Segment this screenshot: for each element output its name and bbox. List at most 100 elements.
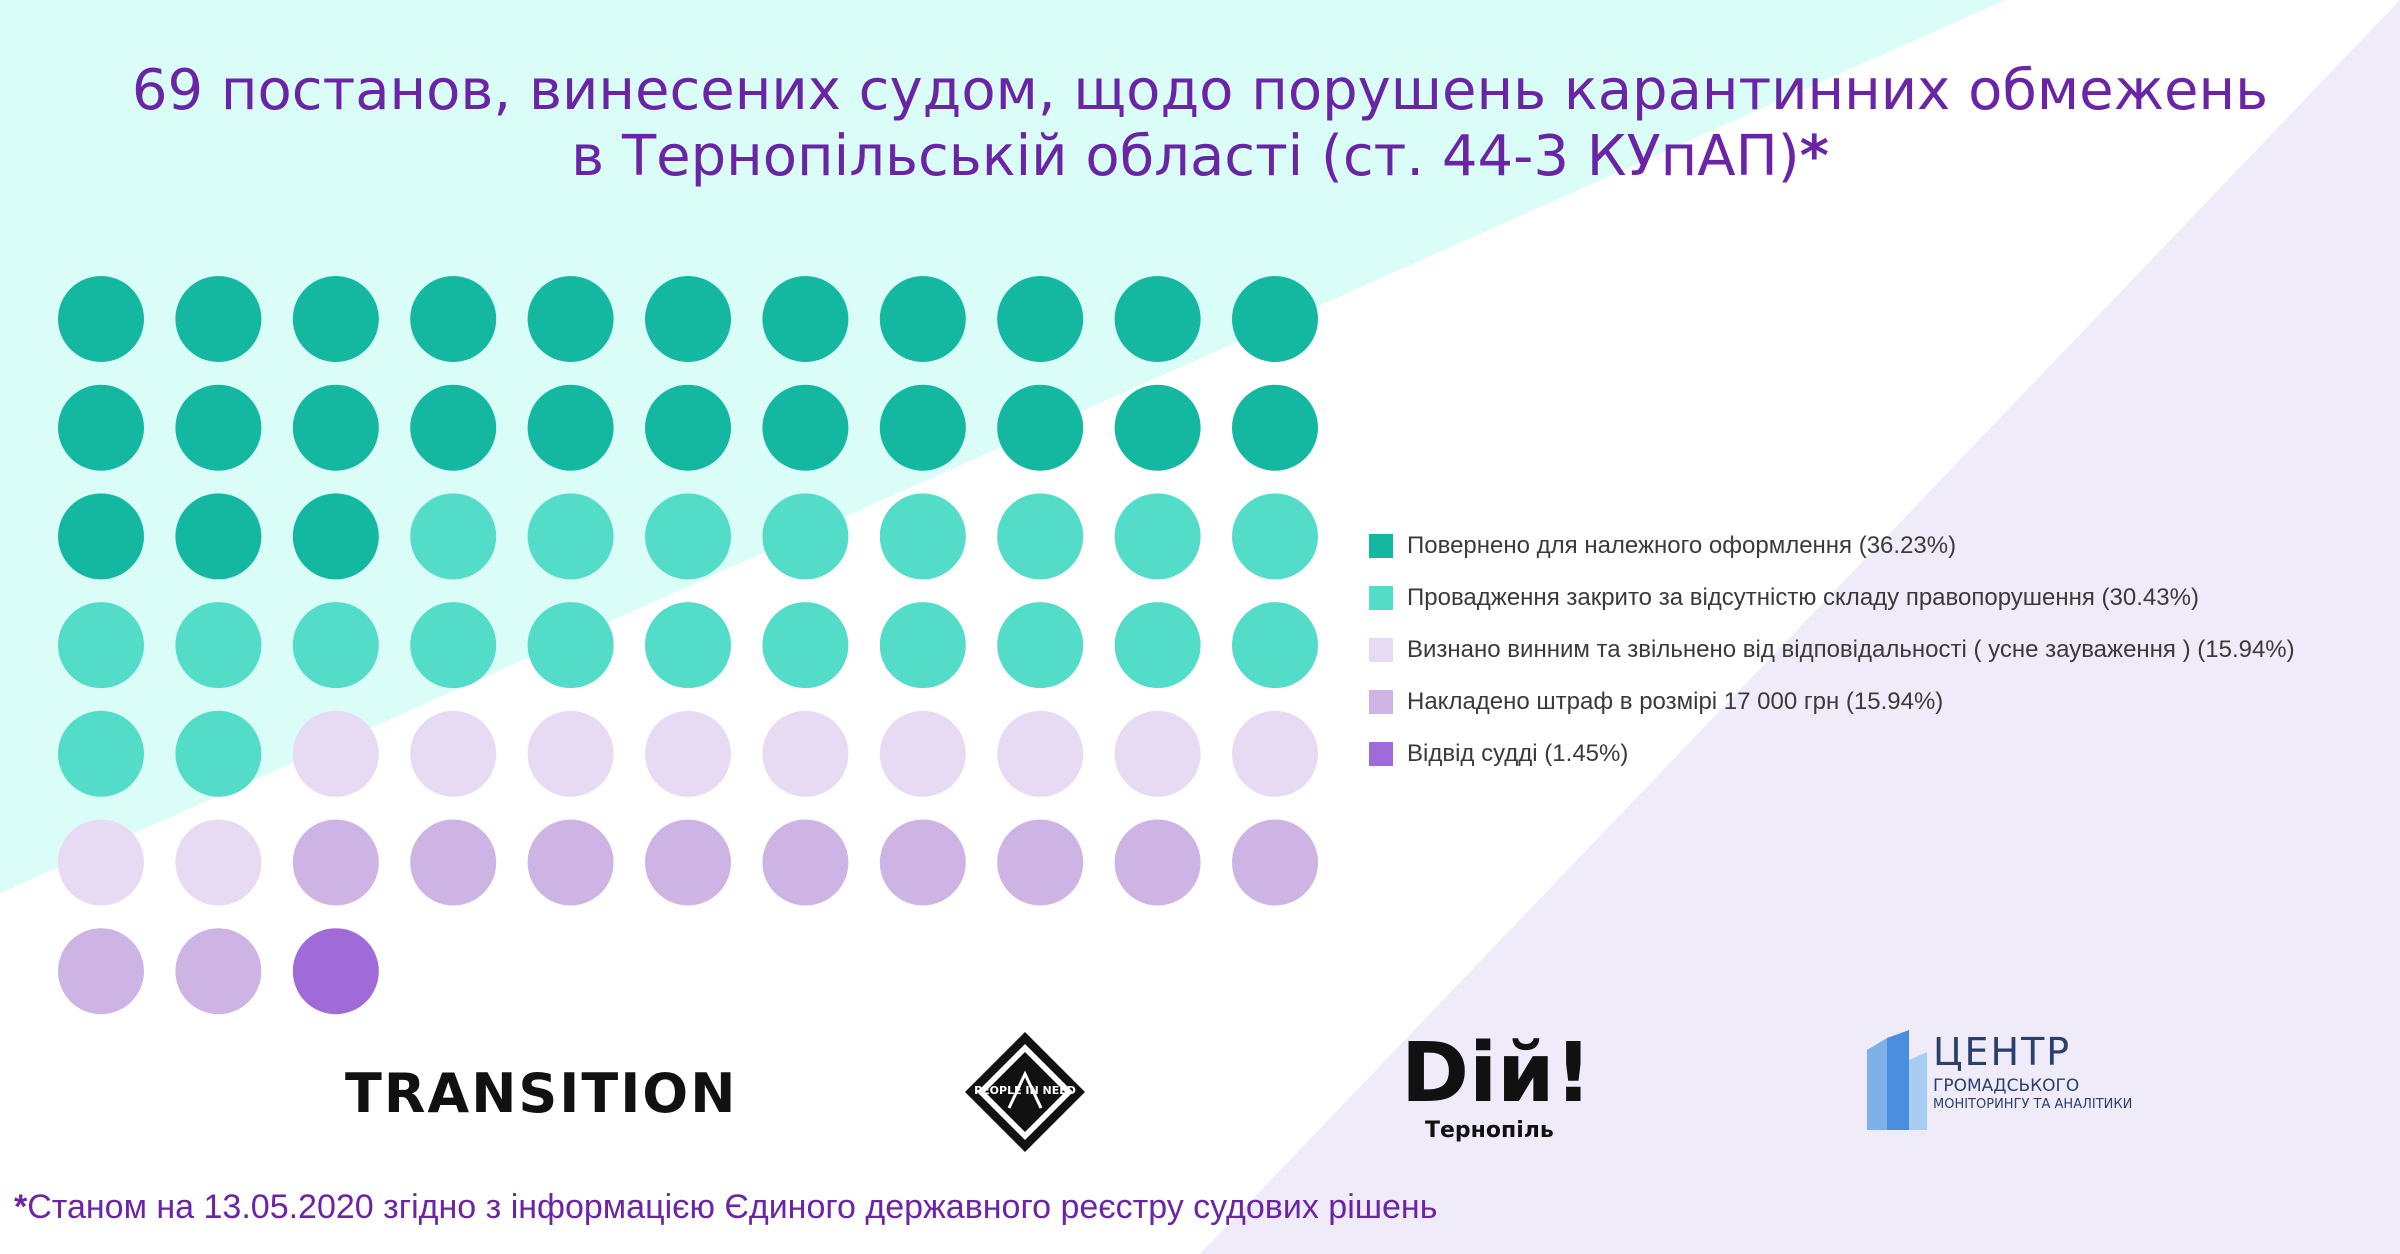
waffle-dot-category-4 bbox=[879, 819, 966, 906]
waffle-dot-category-1 bbox=[410, 276, 497, 362]
waffle-dot-category-2 bbox=[1232, 493, 1318, 580]
waffle-dot-category-2 bbox=[645, 493, 731, 580]
waffle-dot-category-4 bbox=[1232, 819, 1318, 906]
legend-swatch bbox=[1369, 586, 1393, 610]
background-lavender-band bbox=[1200, 0, 2400, 1254]
legend-item-1: Повернено для належного оформлення (36.2… bbox=[1369, 520, 2295, 572]
waffle-dot-category-2 bbox=[762, 602, 849, 689]
waffle-dot-category-3 bbox=[997, 710, 1084, 797]
diy-logo: Dій! Тернопіль bbox=[1401, 1026, 1593, 1144]
waffle-dot-category-4 bbox=[762, 819, 849, 906]
waffle-dot-category-2 bbox=[762, 493, 849, 580]
legend-swatch bbox=[1369, 690, 1393, 714]
transition-logo-text: TRANSITION bbox=[345, 1062, 738, 1125]
footnote-text: Станом на 13.05.2020 згідно з інформаціє… bbox=[27, 1188, 1438, 1226]
waffle-dot-category-1 bbox=[762, 384, 849, 471]
legend-label: Накладено штраф в розмірі 17 000 грн (15… bbox=[1407, 688, 1944, 715]
waffle-dot-category-4 bbox=[292, 819, 379, 906]
waffle-dot-category-1 bbox=[1114, 384, 1201, 471]
center-logo-line1: ЦЕНТР bbox=[1933, 1030, 2072, 1074]
people-in-need-logo: PEOPLE IN NEED bbox=[963, 1030, 1087, 1154]
waffle-dot-category-1 bbox=[58, 384, 144, 471]
waffle-dot-category-1 bbox=[645, 384, 731, 471]
waffle-dot-category-1 bbox=[997, 276, 1084, 362]
waffle-dot-category-3 bbox=[645, 710, 731, 797]
waffle-dot-category-1 bbox=[879, 384, 966, 471]
waffle-dot-category-1 bbox=[1114, 276, 1201, 362]
legend-label: Визнано винним та звільнено від відповід… bbox=[1407, 636, 2295, 663]
waffle-dot-category-1 bbox=[645, 276, 731, 362]
waffle-dot-category-2 bbox=[292, 602, 379, 689]
center-logo-line2: ГРОМАДСЬКОГО bbox=[1933, 1076, 2080, 1096]
waffle-dot-category-3 bbox=[1114, 710, 1201, 797]
legend-swatch bbox=[1369, 742, 1393, 766]
waffle-dot-category-2 bbox=[410, 493, 497, 580]
waffle-dot-category-2 bbox=[58, 602, 144, 689]
waffle-dot-category-2 bbox=[879, 493, 966, 580]
legend-item-4: Накладено штраф в розмірі 17 000 грн (15… bbox=[1369, 676, 2295, 728]
footnote: *Станом на 13.05.2020 згідно з інформаці… bbox=[14, 1188, 1437, 1227]
waffle-dot-category-3 bbox=[762, 710, 849, 797]
waffle-dot-category-1 bbox=[175, 276, 262, 362]
diy-logo-city: Тернопіль bbox=[1425, 1118, 1554, 1143]
waffle-dot-category-2 bbox=[879, 602, 966, 689]
waffle-dot-category-1 bbox=[292, 384, 379, 471]
chart-title-line1: 69 постанов, винесених судом, щодо поруш… bbox=[131, 58, 2269, 123]
waffle-dot-category-4 bbox=[997, 819, 1084, 906]
waffle-dot-category-2 bbox=[175, 710, 262, 797]
waffle-dot-category-2 bbox=[410, 602, 497, 689]
waffle-dot-category-1 bbox=[527, 384, 614, 471]
waffle-dot-category-3 bbox=[410, 710, 497, 797]
diy-logo-word: Dій! bbox=[1401, 1026, 1593, 1121]
waffle-dot-category-2 bbox=[1232, 602, 1318, 689]
waffle-dot-category-5 bbox=[292, 928, 379, 1015]
waffle-dot-category-4 bbox=[527, 819, 614, 906]
waffle-dot-category-1 bbox=[762, 276, 849, 362]
legend-swatch bbox=[1369, 638, 1393, 662]
waffle-dot-category-3 bbox=[879, 710, 966, 797]
waffle-dot-category-1 bbox=[175, 493, 262, 580]
legend-item-3: Визнано винним та звільнено від відповід… bbox=[1369, 624, 2295, 676]
chart-title: 69 постанов, винесених судом, щодо поруш… bbox=[0, 58, 2400, 190]
waffle-dot-category-1 bbox=[58, 276, 144, 362]
chart-title-asterisk: * bbox=[1799, 124, 1829, 189]
waffle-dot-category-2 bbox=[997, 493, 1084, 580]
waffle-dot-category-3 bbox=[527, 710, 614, 797]
chart-title-line2: в Тернопільській області (ст. 44-3 КУпАП… bbox=[571, 124, 1800, 189]
waffle-dot-category-3 bbox=[175, 819, 262, 906]
legend-item-5: Відвід судді (1.45%) bbox=[1369, 728, 2295, 780]
waffle-dot-category-4 bbox=[645, 819, 731, 906]
waffle-dot-category-1 bbox=[1232, 276, 1318, 362]
legend-item-2: Провадження закрито за відсутністю склад… bbox=[1369, 572, 2295, 624]
waffle-dot-category-2 bbox=[1114, 602, 1201, 689]
waffle-dot-category-2 bbox=[175, 602, 262, 689]
legend-label: Відвід судді (1.45%) bbox=[1407, 740, 1629, 767]
waffle-dot-category-1 bbox=[292, 493, 379, 580]
waffle-dot-category-3 bbox=[292, 710, 379, 797]
center-logo: ЦЕНТР ГРОМАДСЬКОГО МОНІТОРИНГУ ТА АНАЛІТ… bbox=[1867, 1030, 2132, 1130]
waffle-dot-category-2 bbox=[58, 710, 144, 797]
waffle-dot-category-4 bbox=[1114, 819, 1201, 906]
transition-logo: TRANSITION bbox=[345, 1062, 737, 1125]
legend-label: Провадження закрито за відсутністю склад… bbox=[1407, 584, 2199, 611]
waffle-dot-category-3 bbox=[58, 819, 144, 906]
footnote-asterisk: * bbox=[14, 1188, 28, 1226]
waffle-dot-category-2 bbox=[527, 493, 614, 580]
people-in-need-logo-text: PEOPLE IN NEED bbox=[974, 1084, 1076, 1097]
waffle-dot-category-1 bbox=[1232, 384, 1318, 471]
waffle-dot-category-1 bbox=[527, 276, 614, 362]
waffle-dot-category-2 bbox=[645, 602, 731, 689]
waffle-dot-category-4 bbox=[58, 928, 144, 1015]
waffle-dot-category-3 bbox=[1232, 710, 1318, 797]
waffle-dot-category-1 bbox=[879, 276, 966, 362]
center-logo-icon bbox=[1867, 1030, 1927, 1130]
legend-swatch bbox=[1369, 534, 1393, 558]
waffle-dot-category-1 bbox=[292, 276, 379, 362]
center-logo-line3: МОНІТОРИНГУ ТА АНАЛІТИКИ bbox=[1933, 1097, 2133, 1112]
waffle-dot-category-1 bbox=[175, 384, 262, 471]
waffle-dot-category-4 bbox=[175, 928, 262, 1015]
waffle-dot-category-2 bbox=[997, 602, 1084, 689]
legend-label: Повернено для належного оформлення (36.2… bbox=[1407, 532, 1957, 559]
waffle-dot-category-2 bbox=[1114, 493, 1201, 580]
